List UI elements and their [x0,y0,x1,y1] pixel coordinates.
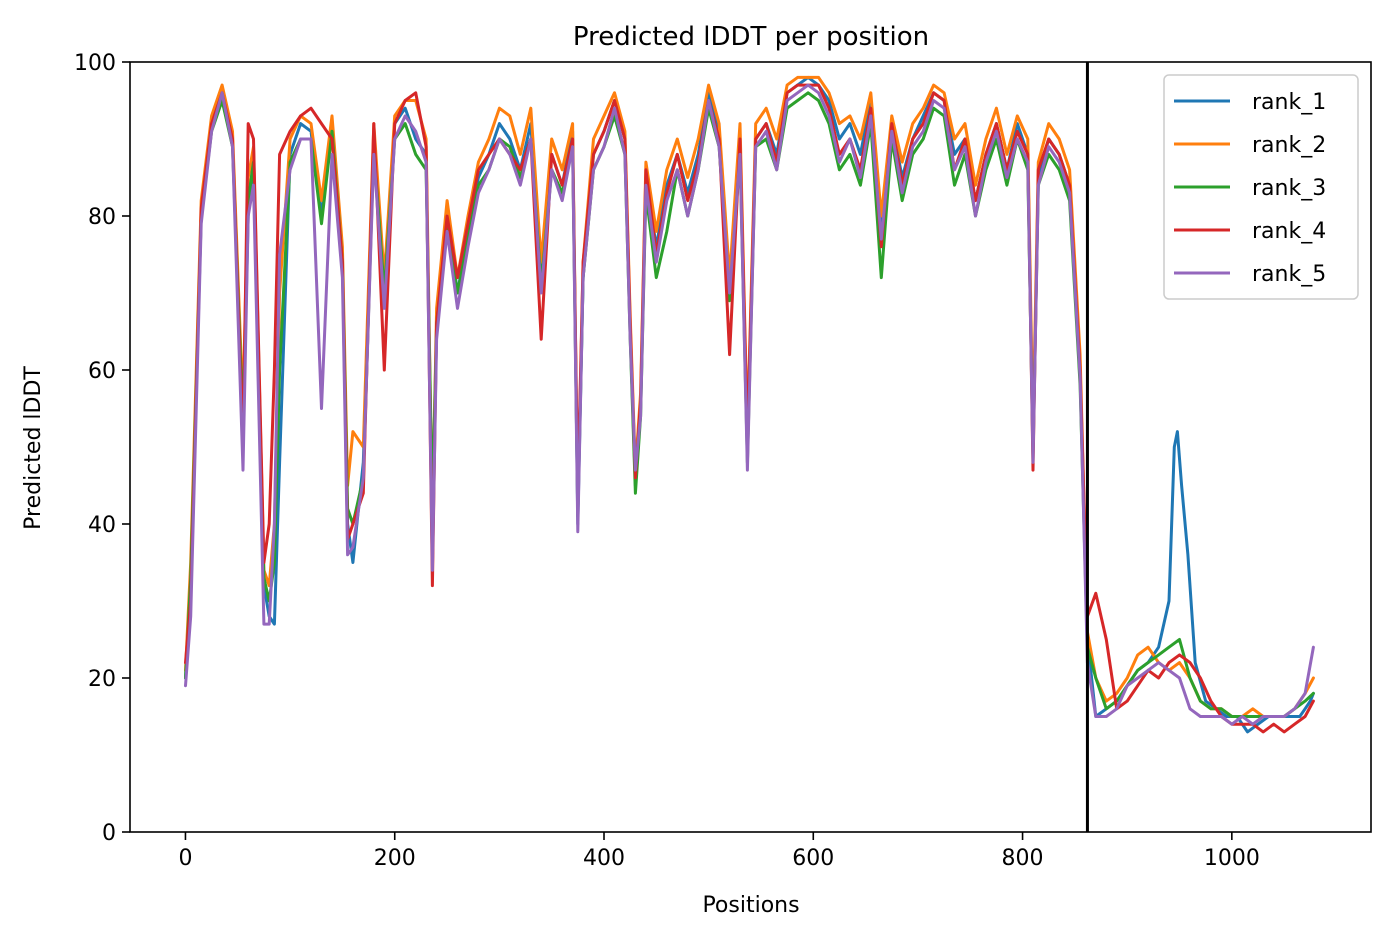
chart-title: Predicted lDDT per position [573,22,929,52]
legend-label-rank_5: rank_5 [1252,262,1326,287]
legend-label-rank_1: rank_1 [1252,90,1326,115]
x-tick-label: 1000 [1204,846,1260,871]
legend-frame [1163,74,1359,300]
y-tick-label: 0 [102,821,116,846]
legend: rank_1 rank_2 rank_3 rank_4 rank_5 [1163,74,1359,300]
plot-frame [129,61,1372,833]
legend-label-rank_2: rank_2 [1252,133,1326,158]
y-tick-label: 40 [88,513,116,538]
x-axis-ticks: 0 200 400 600 800 1000 [178,832,1260,871]
y-tick-label: 60 [88,359,116,384]
x-tick-label: 600 [792,846,834,871]
x-tick-label: 400 [583,846,625,871]
x-tick-label: 200 [374,846,416,871]
y-axis-ticks: 0 20 40 60 80 100 [74,51,130,846]
y-axis-label: Predicted lDDT [21,366,46,530]
y-tick-label: 20 [88,667,116,692]
x-axis-label: Positions [702,893,799,918]
y-tick-label: 100 [74,51,116,76]
x-tick-label: 0 [178,846,192,871]
series-layer [184,75,1315,734]
y-tick-label: 80 [88,205,116,230]
x-tick-label: 800 [1002,846,1044,871]
series-line-rank_2 [184,75,1315,718]
legend-label-rank_3: rank_3 [1252,176,1326,201]
series-line-rank_5 [184,83,1315,726]
series-line-rank_4 [184,83,1315,734]
legend-label-rank_4: rank_4 [1252,219,1326,244]
